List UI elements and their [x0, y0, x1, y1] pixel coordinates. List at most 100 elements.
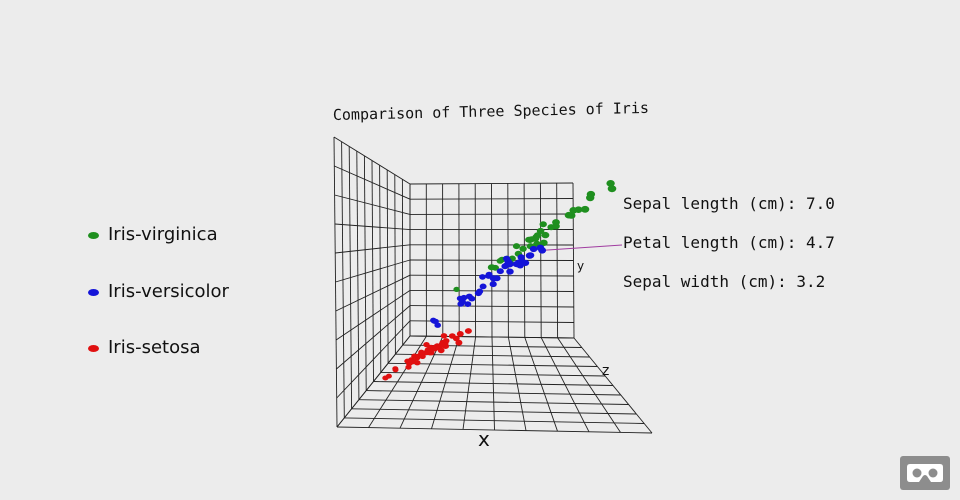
virginica-swatch-icon [88, 231, 99, 239]
data-point [464, 301, 472, 307]
data-point [476, 288, 484, 295]
data-point [479, 274, 486, 280]
data-point [539, 239, 548, 246]
left-wall-gridline-v [386, 169, 389, 364]
left-wall-gridline-v [379, 165, 382, 373]
tooltip-sepal-length: Sepal length (cm): 7.0 [623, 194, 835, 213]
legend-label-versicolor: Iris-versicolor [108, 281, 229, 302]
floor-gridline-h [491, 336, 495, 431]
data-point [423, 342, 430, 348]
vr-headset-icon [907, 464, 943, 482]
legend-label-virginica: Iris-virginica [108, 224, 218, 245]
data-point [452, 335, 460, 342]
series-Iris-versicolor [430, 244, 547, 328]
left-wall-gridline-h [335, 290, 411, 341]
data-point [519, 245, 527, 252]
left-wall-gridline-v [394, 174, 396, 355]
data-point [516, 262, 524, 269]
data-point [485, 271, 493, 278]
data-point [465, 293, 473, 300]
data-point [419, 353, 426, 359]
vr-mode-button[interactable] [900, 456, 950, 490]
floor-gridline-h [507, 337, 527, 431]
z-axis-label: z [602, 363, 609, 379]
data-point [528, 236, 536, 243]
back-wall-gridline-h [409, 305, 574, 308]
data-point [479, 283, 487, 290]
back-wall-gridline-v [539, 183, 542, 338]
back-wall-gridline-h [409, 289, 574, 292]
floor-gridline-h [540, 337, 590, 433]
data-point [512, 243, 521, 250]
data-point [438, 342, 446, 348]
setosa-swatch-icon [88, 344, 99, 352]
data-point [464, 328, 472, 334]
legend-label-setosa: Iris-setosa [108, 337, 201, 358]
series-Iris-setosa [382, 328, 472, 381]
floor-gridline-v [388, 362, 598, 367]
data-point [440, 333, 448, 339]
x-axis-label: x [478, 427, 490, 451]
tooltip-leader-line [542, 244, 623, 251]
chart-title: Comparison of Three Species of Iris [333, 99, 649, 124]
floor-grid [336, 335, 653, 434]
data-point [536, 244, 545, 251]
data-point [552, 219, 560, 226]
left-wall-gridline-h [335, 259, 411, 283]
data-point [506, 261, 514, 268]
data-point [437, 347, 445, 354]
data-point [432, 318, 439, 325]
data-point [453, 286, 460, 292]
back-wall-grid [409, 182, 575, 339]
versicolor-swatch-icon [88, 288, 99, 296]
data-point [564, 211, 573, 219]
data-point [607, 185, 617, 193]
data-point [526, 252, 535, 259]
data-point [426, 345, 434, 352]
data-point [407, 360, 414, 366]
data-point [455, 339, 463, 346]
data-point [539, 221, 547, 228]
left-wall-gridline-h [336, 320, 411, 399]
floor-gridline-v [409, 335, 575, 339]
data-point [503, 255, 511, 262]
data-point [442, 338, 450, 344]
data-point [414, 355, 421, 361]
tooltip-petal-length: Petal length (cm): 4.7 [623, 233, 835, 252]
data-point [392, 367, 399, 373]
data-point [456, 331, 464, 337]
data-point [506, 268, 514, 275]
data-point [457, 301, 465, 307]
floor-gridline-h [524, 337, 558, 432]
floor-gridline-h [573, 337, 653, 434]
data-point [489, 281, 497, 288]
data-point [382, 375, 389, 381]
back-wall-gridline-v [572, 182, 575, 339]
data-point [586, 194, 595, 202]
left-wall-gridline-h [335, 274, 411, 312]
data-point [493, 275, 501, 282]
data-point [496, 268, 504, 275]
back-wall-gridline-v [556, 183, 559, 338]
data-point [487, 264, 495, 271]
tooltip-sepal-width: Sepal width (cm): 3.2 [623, 272, 826, 291]
data-point [529, 245, 538, 253]
data-point [569, 207, 578, 214]
data-point [414, 360, 421, 366]
data-point [541, 231, 550, 239]
series-Iris-virginica [453, 180, 617, 292]
back-wall-gridline-h [409, 259, 574, 261]
left-wall-gridline-h [336, 305, 411, 370]
data-point [606, 180, 615, 187]
legend-item-versicolor[interactable]: Iris-versicolor [88, 277, 229, 307]
leader-line [542, 244, 623, 251]
data-point [405, 364, 412, 370]
legend-item-setosa[interactable]: Iris-setosa [88, 333, 201, 363]
grid-lines [333, 136, 653, 434]
data-points [382, 180, 617, 381]
legend-item-virginica[interactable]: Iris-virginica [88, 220, 218, 250]
data-point [580, 205, 590, 213]
floor-gridline-h [557, 337, 621, 433]
y-axis-label: y [577, 259, 584, 273]
